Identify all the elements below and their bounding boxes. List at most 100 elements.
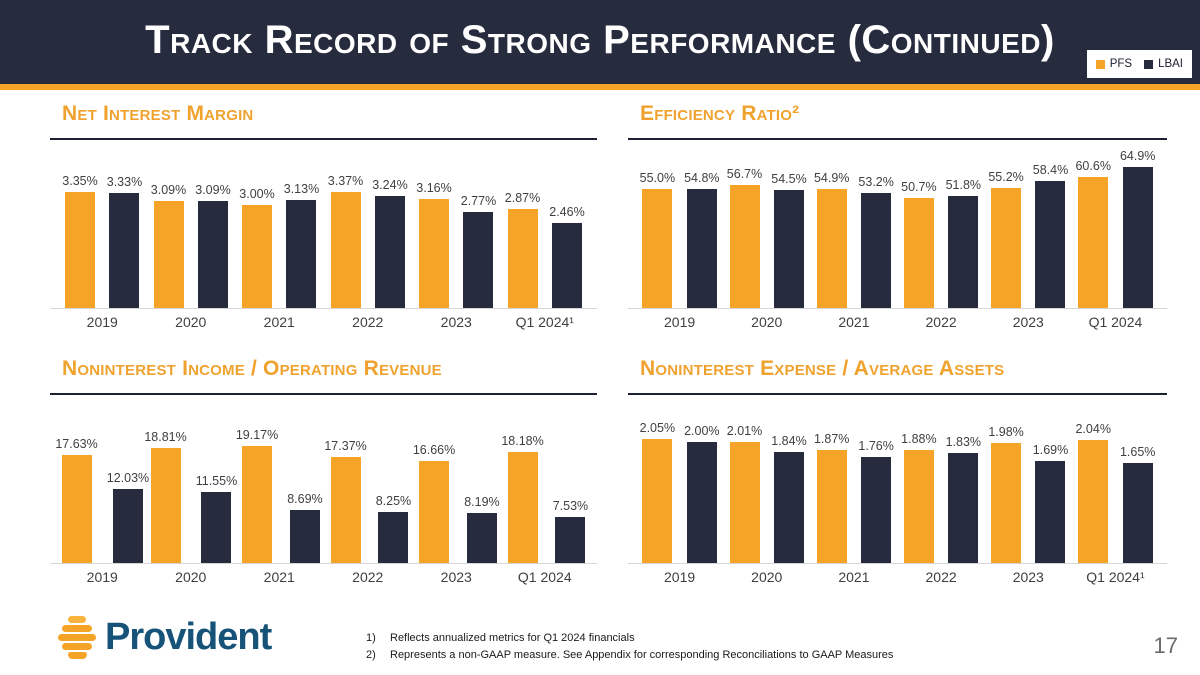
bar-pfs [61, 455, 92, 563]
bar-value-label: 64.9% [1119, 149, 1156, 163]
legend-label-lbai: LBAI [1158, 58, 1183, 70]
accent-line [0, 84, 1200, 90]
bar-pfs [507, 452, 538, 563]
slide-title: Track Record of Strong Performance (Cont… [145, 17, 1055, 62]
legend-item-pfs: PFS [1095, 58, 1133, 70]
bar-wrap: 16.66% [413, 443, 455, 563]
bar-pfs [65, 192, 96, 308]
bar-group-2023: 1.98% 1.69% [985, 425, 1072, 563]
bar-group-2020: 2.01% 1.84% [723, 424, 810, 563]
bar-lbai [555, 517, 586, 563]
x-axis-label: 2023 [1012, 569, 1044, 585]
bar-group-Q1-2024¹: 2.87% 2.46% [501, 191, 590, 308]
bar-lbai [1122, 463, 1153, 563]
bar-value-label: 1.84% [771, 434, 807, 448]
bar-wrap: 1.98% [988, 425, 1024, 563]
bar-wrap: 58.4% [1033, 163, 1068, 308]
bar-wrap: 8.19% [464, 495, 500, 563]
bar-wrap: 51.8% [946, 178, 981, 308]
bar-group-2022: 50.7% 51.8% [898, 178, 985, 308]
plot-area: 2.05% 2.00% 2.01% 1.84% 1.87% 1.76% 1.88% 1.83%… [628, 395, 1167, 564]
beehive-icon [58, 616, 96, 659]
bar-value-label: 3.09% [150, 183, 187, 197]
bar-value-label: 3.00% [239, 187, 275, 201]
bar-value-label: 58.4% [1032, 163, 1069, 177]
chart-title-underline [50, 138, 597, 140]
bar-wrap: 3.33% [107, 175, 142, 308]
bar-lbai [686, 442, 717, 563]
bar-value-label: 3.09% [195, 183, 231, 197]
bar-value-label: 8.25% [375, 494, 412, 508]
x-axis-label: 2020 [751, 569, 783, 585]
x-axis-label: 2023 [440, 314, 472, 330]
x-axis-label: Q1 2024 [517, 569, 572, 585]
bar-wrap: 54.5% [771, 172, 807, 308]
bar-value-label: 18.18% [501, 434, 544, 448]
bar-wrap: 55.2% [988, 170, 1024, 308]
bar-value-label: 19.17% [235, 428, 279, 442]
bar-wrap: 54.8% [684, 171, 720, 308]
legend-label-pfs: PFS [1109, 58, 1133, 70]
bar-wrap: 60.6% [1075, 159, 1111, 308]
bar-lbai [374, 196, 405, 308]
bar-wrap: 3.16% [416, 181, 452, 308]
bar-pfs [903, 450, 934, 563]
bar-value-label: 17.37% [324, 439, 367, 453]
bar-pfs [642, 189, 673, 308]
bar-value-label: 54.8% [684, 171, 720, 185]
x-axis-labels: 2019 2020 2021 2022 2023 Q1 2024¹ [628, 569, 1167, 585]
bar-group-Q1-2024: 60.6% 64.9% [1072, 149, 1159, 308]
bar-value-label: 3.37% [327, 174, 364, 188]
bar-pfs [1078, 177, 1109, 308]
chart-efficiency-ratio: Efficiency Ratio² 55.0% 54.8% 56.7% 54.5% 54.… [628, 102, 1167, 330]
bar-value-label: 3.35% [62, 174, 98, 188]
bar-pfs [991, 188, 1022, 308]
x-axis-label: 2019 [664, 314, 696, 330]
x-axis-label: 2022 [352, 569, 384, 585]
footnote-2: 2) Represents a non-GAAP measure. See Ap… [366, 647, 893, 664]
bar-group-2021: 1.87% 1.76% [810, 432, 897, 563]
bar-value-label: 8.69% [287, 492, 323, 506]
bar-wrap: 2.01% [727, 424, 762, 563]
bar-group-2021: 54.9% 53.2% [810, 171, 897, 308]
bar-wrap: 19.17% [236, 428, 278, 563]
bar-group-2023: 16.66% 8.19% [412, 443, 501, 563]
bar-lbai [1122, 167, 1153, 308]
bar-wrap: 3.37% [328, 174, 363, 308]
bar-value-label: 1.76% [858, 439, 894, 453]
bar-lbai [861, 193, 892, 308]
bar-wrap: 55.0% [640, 171, 675, 308]
bar-pfs [419, 461, 450, 563]
bar-wrap: 2.77% [461, 194, 496, 308]
footnote-1-num: 1) [366, 632, 376, 644]
bar-value-label: 3.33% [106, 175, 143, 189]
bar-lbai [378, 512, 409, 563]
bar-wrap: 8.69% [287, 492, 323, 563]
page-number: 17 [1153, 633, 1178, 658]
bar-wrap: 3.09% [151, 183, 186, 308]
x-axis-labels: 2019 2020 2021 2022 2023 Q1 2024 [50, 569, 597, 585]
bar-group-2021: 3.00% 3.13% [235, 182, 324, 308]
bar-value-label: 11.55% [195, 474, 238, 488]
chart-net-interest-margin: Net Interest Margin 3.35% 3.33% 3.09% 3.09% 3… [50, 102, 597, 330]
chart-noninterest-expense-average-assets: Noninterest Expense / Average Assets 2.05… [628, 357, 1167, 585]
bar-group-2022: 17.37% 8.25% [324, 439, 413, 563]
x-axis-label: 2023 [1012, 314, 1044, 330]
x-axis-labels: 2019 2020 2021 2022 2023 Q1 2024 [628, 314, 1167, 330]
bar-wrap: 1.76% [858, 439, 894, 563]
bar-value-label: 1.87% [813, 432, 850, 446]
x-axis-label: 2022 [352, 314, 384, 330]
bar-wrap: 2.05% [640, 421, 675, 563]
x-axis-label: 2021 [838, 314, 870, 330]
bar-value-label: 1.65% [1119, 445, 1156, 459]
bar-value-label: 54.5% [771, 172, 807, 186]
bar-pfs [729, 442, 760, 563]
lbai-swatch-icon [1144, 59, 1154, 69]
bar-value-label: 1.88% [901, 432, 937, 446]
bar-wrap: 1.88% [901, 432, 937, 563]
bar-group-2022: 3.37% 3.24% [324, 174, 413, 308]
chart-legend: PFS LBAI [1086, 50, 1192, 78]
bar-pfs [242, 205, 273, 308]
x-axis-label: Q1 2024¹ [1086, 569, 1145, 585]
